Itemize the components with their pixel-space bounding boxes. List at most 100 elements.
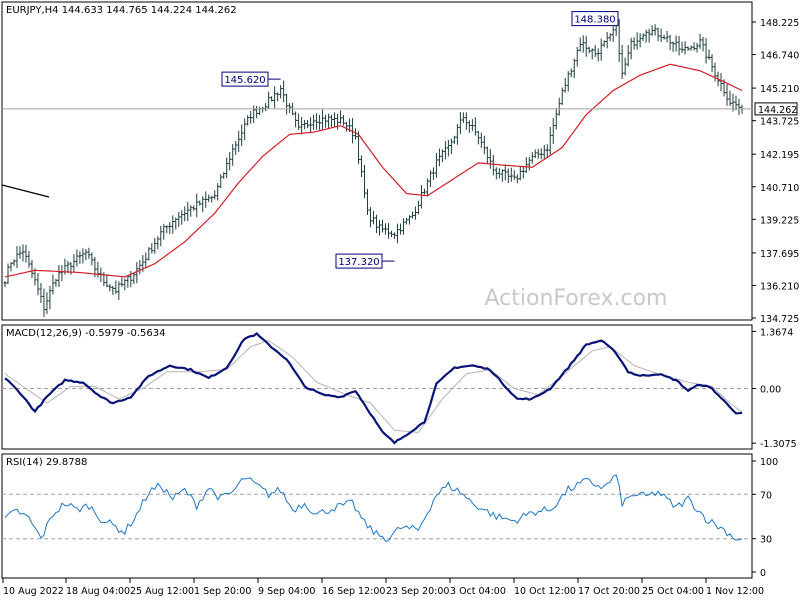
price-bar: [728, 90, 732, 107]
price-tick-label: 136.210: [760, 281, 799, 292]
price-bar: [330, 114, 334, 128]
price-bar: [674, 35, 678, 52]
price-bar: [665, 30, 669, 43]
price-bar: [312, 114, 316, 130]
svg-text:137.320: 137.320: [338, 257, 379, 268]
price-bar: [288, 103, 292, 114]
price-bar: [210, 195, 214, 203]
price-bar: [360, 155, 364, 177]
price-bar: [683, 41, 687, 55]
price-bar: [147, 247, 151, 261]
price-bar: [389, 230, 393, 237]
price-bar: [521, 165, 525, 179]
price-bar: [530, 152, 534, 164]
price-panel-frame: [1, 1, 753, 321]
rsi-tick-label: 70: [760, 490, 772, 501]
price-bar: [602, 40, 606, 47]
price-bar: [566, 71, 570, 92]
price-bar: [653, 24, 657, 36]
price-bar: [78, 251, 82, 264]
x-tick-label: 18 Aug 04:00: [66, 586, 130, 597]
price-bar: [309, 117, 313, 133]
price-tick-label: 134.725: [760, 314, 799, 325]
price-bar: [449, 138, 453, 155]
price-bar: [611, 25, 615, 42]
price-bar: [273, 86, 277, 109]
price-bar: [90, 252, 94, 266]
current-price-label: 144.262: [758, 105, 797, 116]
x-tick-label: 25 Aug 12:00: [130, 586, 194, 597]
price-bar: [270, 96, 274, 102]
price-bar: [156, 236, 160, 250]
price-bar: [327, 113, 331, 129]
price-bar: [479, 132, 483, 149]
price-bar: [506, 168, 510, 184]
rsi-tick-label: 30: [760, 535, 772, 546]
price-bar: [300, 116, 304, 135]
price-bar: [620, 44, 624, 80]
price-bar: [587, 46, 591, 54]
price-bar: [123, 278, 127, 291]
price-header: EURJPY,H4 144.633 144.765 144.224 144.26…: [6, 5, 237, 16]
price-bar: [357, 131, 361, 165]
price-bar: [42, 288, 46, 318]
price-bar: [324, 114, 328, 128]
price-bar: [282, 80, 286, 103]
price-bar: [135, 262, 139, 284]
price-bar: [333, 112, 337, 127]
price-bar: [476, 130, 480, 145]
price-bar: [72, 254, 76, 273]
price-bar: [132, 272, 136, 284]
price-bar: [380, 219, 384, 233]
rsi-header: RSI(14) 29.8788: [6, 457, 87, 468]
price-bar: [21, 244, 25, 262]
price-bar: [527, 156, 531, 171]
price-bar: [725, 84, 729, 106]
price-bar: [240, 124, 244, 146]
price-bar: [39, 283, 43, 304]
price-bar: [623, 57, 627, 76]
macd-signal-line: [4, 339, 743, 433]
price-bar: [650, 25, 654, 37]
price-bar: [680, 41, 684, 53]
price-bar: [734, 95, 738, 111]
price-annotation: 137.320: [335, 253, 395, 269]
price-bar: [695, 43, 699, 53]
price-bar: [84, 249, 88, 261]
price-bar: [383, 223, 387, 235]
price-bar: [171, 215, 175, 234]
price-tick-label: 140.710: [760, 183, 799, 194]
current-price-tag: [754, 102, 798, 116]
price-bar: [500, 169, 504, 182]
price-bar: [425, 178, 429, 197]
price-bar: [120, 277, 124, 287]
price-bar: [45, 292, 49, 315]
price-bar: [473, 117, 477, 136]
price-bar: [279, 85, 283, 99]
price-bar: [24, 244, 28, 263]
price-bar: [431, 167, 435, 180]
price-bar: [692, 42, 696, 51]
price-bar: [710, 54, 714, 73]
price-bar: [342, 114, 346, 126]
price-bar: [635, 32, 639, 50]
price-tick-label: 142.195: [760, 150, 799, 161]
price-bar: [689, 45, 693, 51]
price-bar: [345, 121, 349, 132]
price-bar: [452, 135, 456, 144]
price-bar: [15, 246, 19, 269]
price-bar: [626, 45, 630, 67]
price-bar: [542, 144, 546, 159]
trend-line: [1, 184, 50, 198]
price-bar: [108, 284, 112, 292]
price-bar: [66, 261, 70, 273]
price-bar: [398, 223, 402, 235]
price-bar: [584, 35, 588, 57]
price-bar: [503, 164, 507, 181]
price-bar: [51, 274, 55, 295]
price-bar: [461, 112, 465, 123]
price-bar: [440, 149, 444, 163]
price-tick-label: 145.210: [760, 84, 799, 95]
price-bar: [138, 260, 142, 275]
price-bar: [647, 28, 651, 43]
